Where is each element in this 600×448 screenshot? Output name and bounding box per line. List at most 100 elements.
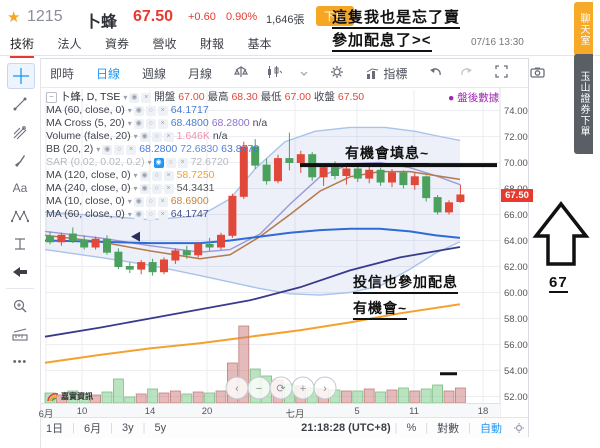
- sysjust-logo: 嘉實資訊: [46, 390, 93, 402]
- broker-order-side-tab[interactable]: 玉山證券下單: [574, 54, 593, 154]
- undo-icon[interactable]: [420, 66, 451, 81]
- fullscreen-icon[interactable]: [486, 65, 517, 81]
- close-icon[interactable]: ×: [157, 210, 168, 220]
- legend-eye-icon[interactable]: ◉: [129, 93, 140, 103]
- log-scale-button[interactable]: 對數: [437, 423, 460, 435]
- gear-icon[interactable]: ○: [145, 197, 156, 207]
- redo-icon[interactable]: [451, 66, 482, 81]
- gear-icon[interactable]: ○: [145, 119, 156, 129]
- arrow-marker-tool[interactable]: [7, 260, 33, 284]
- indicator-label: SAR (0.02, 0.02, 0.2): [46, 156, 145, 168]
- time-axis[interactable]: [41, 403, 500, 418]
- legend-indicator-row[interactable]: MA (120, close, 0) ▾ ◉ ○ × 58.7250: [46, 169, 215, 181]
- eye-icon[interactable]: ◉: [139, 184, 150, 194]
- gear-icon[interactable]: ○: [165, 158, 176, 168]
- eye-icon[interactable]: ◉: [133, 106, 144, 116]
- range-button-1日[interactable]: 1日: [46, 423, 64, 435]
- tab-營收[interactable]: 營收: [152, 37, 177, 51]
- after-hours-label[interactable]: ● 盤後數據: [448, 92, 500, 104]
- overlay-ma-long-orange: [44, 303, 461, 364]
- auto-scale-button[interactable]: 自動: [480, 423, 503, 435]
- gear-icon[interactable]: ○: [151, 171, 162, 181]
- favorite-star-icon[interactable]: ★: [7, 9, 21, 26]
- percent-scale-button[interactable]: %: [406, 422, 417, 434]
- close-icon[interactable]: ×: [177, 158, 188, 168]
- candle: [319, 167, 328, 178]
- interval-button-月線[interactable]: 月線: [188, 66, 213, 81]
- close-icon[interactable]: ×: [163, 132, 174, 142]
- pitchfork-tool[interactable]: [7, 120, 33, 144]
- candle: [182, 250, 191, 256]
- tab-技術[interactable]: 技術: [10, 35, 35, 58]
- eye-icon[interactable]: ◉: [133, 197, 144, 207]
- measure-tool[interactable]: [7, 322, 33, 346]
- legend-indicator-row[interactable]: MA (60, close, 0) ▾ ◉ ○ × 64.1747: [46, 208, 209, 220]
- tab-基本[interactable]: 基本: [247, 37, 272, 51]
- eye-icon[interactable]: ◉: [102, 145, 113, 155]
- close-icon[interactable]: ×: [126, 145, 137, 155]
- legend-indicator-row[interactable]: SAR (0.02, 0.02, 0.2) ▾ ◉ ○ × 72.6720: [46, 156, 229, 168]
- interval-button-週線[interactable]: 週線: [142, 66, 167, 81]
- indicators-button[interactable]: 指標: [357, 65, 416, 82]
- interval-button-日線[interactable]: 日線: [96, 66, 121, 81]
- gear-icon[interactable]: ○: [151, 184, 162, 194]
- gear-icon[interactable]: ○: [114, 145, 125, 155]
- range-button-3y[interactable]: 3y: [121, 422, 134, 434]
- gear-icon[interactable]: ○: [145, 106, 156, 116]
- tab-財報[interactable]: 財報: [200, 37, 225, 51]
- close-icon[interactable]: ×: [157, 106, 168, 116]
- legend-indicator-row[interactable]: BB (20, 2) ▾ ◉ ○ × 68.2800 72.6830 63.8770: [46, 143, 260, 155]
- order-button[interactable]: 下單: [316, 6, 354, 26]
- range-button-6月[interactable]: 6月: [83, 423, 102, 435]
- svg-text:+: +: [300, 383, 306, 395]
- collapse-icon[interactable]: −: [46, 92, 57, 103]
- chart-style-caret-icon[interactable]: [291, 66, 317, 80]
- tab-資券[interactable]: 資券: [105, 37, 130, 51]
- indicator-legend: − 卜蜂, D, TSE ▾ ◉ × 開盤 67.00 最高 68.30 最低 67.00…: [46, 91, 364, 221]
- eye-icon[interactable]: ◉: [133, 119, 144, 129]
- gear-icon[interactable]: ○: [145, 210, 156, 220]
- brush-tool[interactable]: [7, 148, 33, 172]
- legend-indicator-row[interactable]: MA (60, close, 0) ▾ ◉ ○ × 64.1717: [46, 104, 209, 116]
- text-tool[interactable]: Aa: [12, 181, 28, 195]
- legend-symbol: 卜蜂, D, TSE: [59, 91, 121, 103]
- candle: [285, 158, 294, 164]
- volume-bar: [340, 390, 352, 404]
- price-change: +0.60: [188, 11, 216, 23]
- interval-button-即時[interactable]: 即時: [50, 66, 75, 81]
- crosshair-tool[interactable]: [7, 63, 35, 89]
- close-icon[interactable]: ×: [163, 171, 174, 181]
- volume-bar: [101, 391, 113, 404]
- legend-indicator-row[interactable]: MA (240, close, 0) ▾ ◉ ○ × 54.3431: [46, 182, 215, 194]
- legend-indicator-row[interactable]: MA Cross (5, 20) ▾ ◉ ○ × 68.4800 68.2800 n/a: [46, 117, 268, 129]
- position-tool[interactable]: [7, 232, 33, 256]
- eye-icon[interactable]: ◉: [139, 171, 150, 181]
- legend-x-icon[interactable]: ×: [141, 93, 152, 103]
- axis-settings-gear-icon[interactable]: [513, 422, 525, 435]
- eye-icon[interactable]: ◉: [133, 210, 144, 220]
- candle: [376, 169, 385, 183]
- zoom-in-tool[interactable]: [7, 294, 33, 318]
- close-icon[interactable]: ×: [157, 119, 168, 129]
- legend-indicator-row[interactable]: MA (10, close, 0) ▾ ◉ ○ × 68.6900: [46, 195, 209, 207]
- camera-icon[interactable]: [521, 66, 554, 81]
- settings-gear-icon[interactable]: [321, 65, 353, 82]
- legend-main-row[interactable]: − 卜蜂, D, TSE ▾ ◉ × 開盤 67.00 最高 68.30 最低 67.00…: [46, 91, 364, 104]
- tab-法人[interactable]: 法人: [57, 37, 82, 51]
- close-icon[interactable]: ×: [157, 197, 168, 207]
- range-button-5y[interactable]: 5y: [154, 422, 167, 434]
- gear-icon[interactable]: ○: [151, 132, 162, 142]
- nav-circle[interactable]: [313, 376, 337, 400]
- candle: [262, 164, 271, 182]
- pattern-tool[interactable]: [7, 204, 33, 228]
- chatroom-side-tab[interactable]: 聊天室: [574, 2, 593, 56]
- legend-indicator-row[interactable]: Volume (false, 20) ▾ ◉ ○ × 1.646K n/a: [46, 130, 228, 142]
- trendline-tool[interactable]: [7, 92, 33, 116]
- compare-icon[interactable]: [225, 65, 257, 82]
- more-tools[interactable]: •••: [12, 356, 28, 368]
- chart-style-icon[interactable]: [257, 65, 291, 82]
- close-icon[interactable]: ×: [163, 184, 174, 194]
- eye-icon[interactable]: ◉: [139, 132, 150, 142]
- eye-icon[interactable]: ◉: [153, 158, 164, 168]
